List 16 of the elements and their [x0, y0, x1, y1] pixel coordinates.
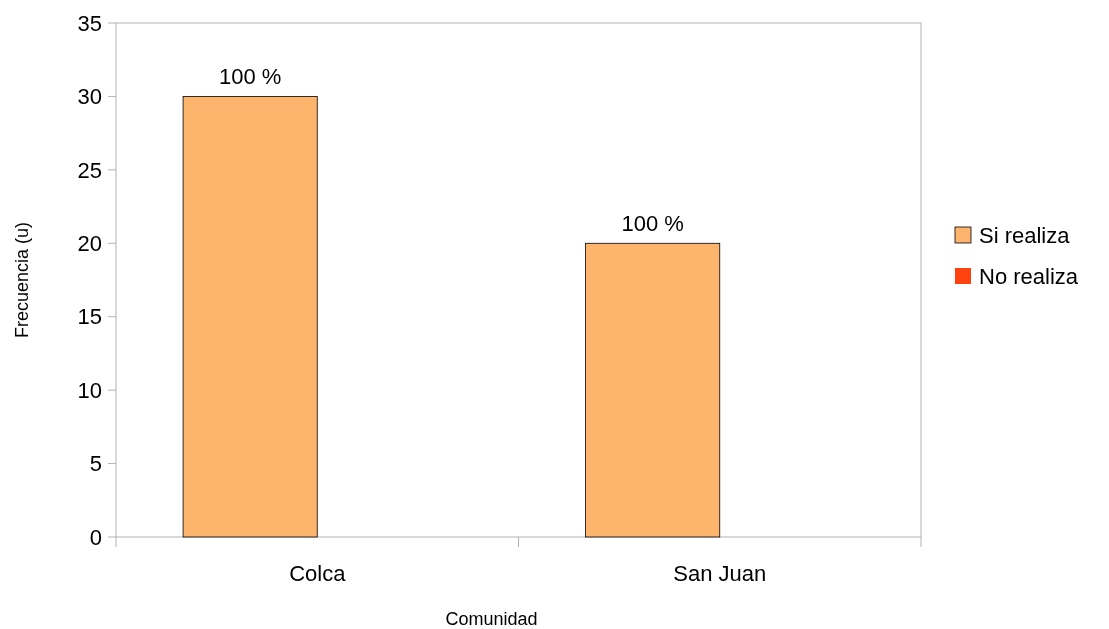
y-tick-label: 35 — [77, 10, 102, 36]
y-tick-label: 10 — [77, 377, 102, 403]
x-tick-label: San Juan — [673, 561, 767, 586]
x-tick-label: Colca — [289, 561, 347, 586]
annotation: 100 % — [621, 211, 684, 237]
y-tick-label: 0 — [89, 524, 102, 550]
legend-label: No realiza — [979, 263, 1079, 289]
y-tick-label: 25 — [77, 157, 102, 183]
y-tick-label: 30 — [77, 84, 102, 110]
y-tick-label: 20 — [77, 230, 102, 256]
annotation: 100 % — [218, 64, 282, 90]
x-axis-title: Comunidad — [445, 609, 538, 629]
y-tick-label: 5 — [89, 451, 102, 477]
y-tick-label: 15 — [77, 304, 102, 330]
y-axis-title: Frecuencia (u) — [12, 221, 32, 339]
legend-label: Si realiza — [979, 222, 1071, 248]
